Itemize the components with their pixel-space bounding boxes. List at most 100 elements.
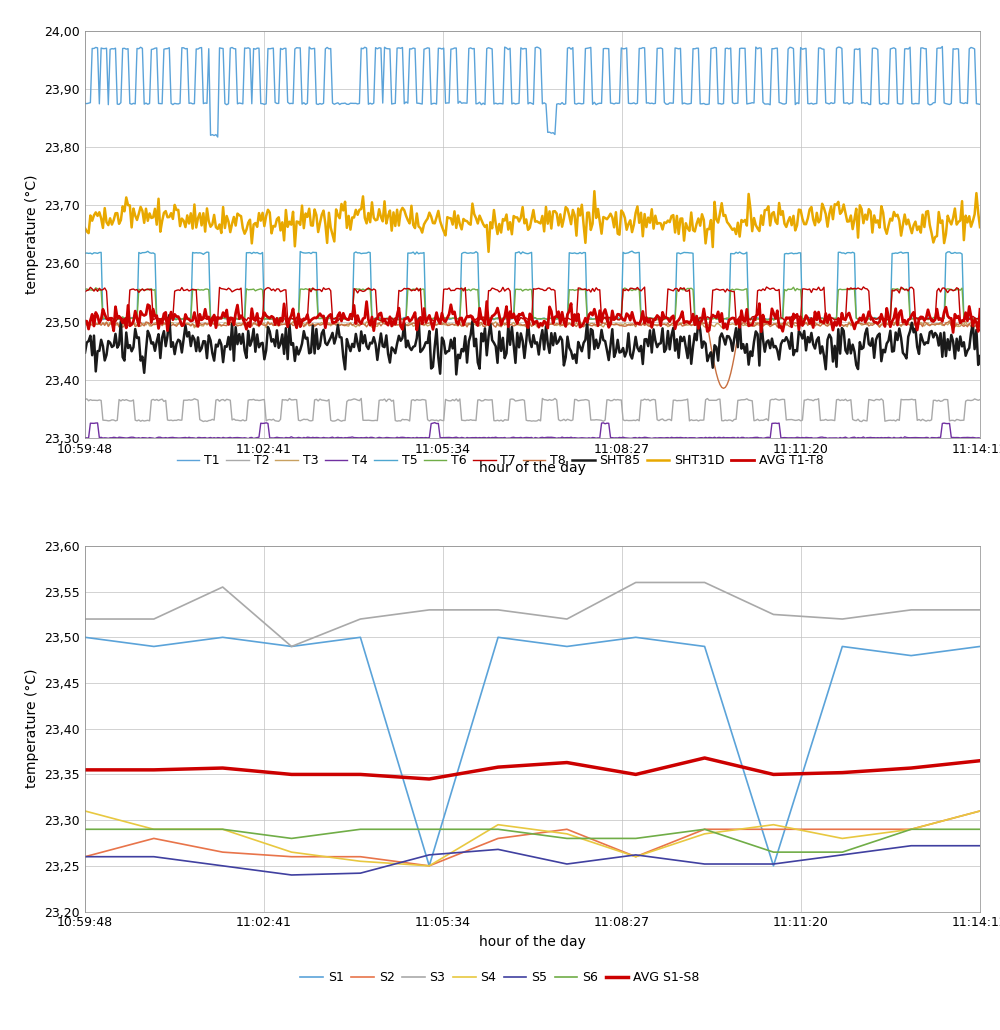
SHT85 <box>567 352 579 365</box>
T3 <box>974 317 986 330</box>
AVG T1-T8 <box>506 311 518 323</box>
S3 <box>767 609 779 621</box>
T3 <box>565 317 577 330</box>
S4 <box>286 846 298 858</box>
S5 <box>699 858 711 870</box>
S4 <box>630 851 642 863</box>
SHT31D <box>588 185 600 198</box>
S6 <box>423 823 435 835</box>
AVG T1-T8 <box>814 315 826 328</box>
AVG S1-S8 <box>630 768 642 781</box>
Line: SHT31D: SHT31D <box>85 192 980 251</box>
S4 <box>492 819 504 831</box>
S5 <box>286 868 298 881</box>
T7 <box>974 313 986 325</box>
T4 <box>511 432 523 444</box>
S3 <box>492 604 504 616</box>
T7 <box>565 313 577 325</box>
T8 <box>956 319 968 332</box>
T8 <box>506 318 518 331</box>
S6 <box>699 823 711 835</box>
SHT31D <box>816 198 828 210</box>
S3 <box>836 613 848 625</box>
S2 <box>492 832 504 845</box>
AVG S1-S8 <box>492 761 504 774</box>
T2 <box>956 414 968 426</box>
T6 <box>787 281 799 294</box>
S3 <box>423 604 435 616</box>
S5 <box>354 867 366 880</box>
T5 <box>506 313 518 325</box>
S4 <box>699 828 711 840</box>
S1 <box>699 641 711 653</box>
S1 <box>148 641 160 653</box>
S2 <box>630 851 642 863</box>
S5 <box>79 851 91 863</box>
T3 <box>511 318 523 331</box>
T2 <box>79 393 91 406</box>
Line: T5: T5 <box>85 251 980 320</box>
T6 <box>563 283 575 296</box>
T8 <box>718 382 730 394</box>
S2 <box>354 851 366 863</box>
AVG S1-S8 <box>561 756 573 768</box>
T4 <box>429 416 441 428</box>
SHT85 <box>956 340 968 352</box>
S2 <box>79 851 91 863</box>
SHT31D <box>974 221 986 234</box>
T4 <box>565 432 577 444</box>
S6 <box>217 823 229 835</box>
S1 <box>423 860 435 872</box>
T8 <box>816 318 828 331</box>
T5 <box>816 311 828 323</box>
T7 <box>814 284 826 297</box>
S6 <box>561 832 573 845</box>
S4 <box>79 804 91 817</box>
SHT31D <box>565 218 577 231</box>
S2 <box>974 804 986 817</box>
SHT31D <box>483 245 495 258</box>
T8 <box>613 319 625 332</box>
Legend: T1, T2, T3, T4, T5, T6, T7, T8, SHT85, SHT31D, AVG T1-T8: T1, T2, T3, T4, T5, T6, T7, T8, SHT85, S… <box>172 449 828 472</box>
Line: T6: T6 <box>85 287 980 320</box>
S5 <box>836 849 848 861</box>
T2 <box>613 393 625 406</box>
T6 <box>974 312 986 324</box>
S4 <box>217 823 229 835</box>
AVG T1-T8 <box>956 314 968 327</box>
S3 <box>974 604 986 616</box>
AVG S1-S8 <box>148 763 160 776</box>
T2 <box>504 393 516 406</box>
AVG S1-S8 <box>79 763 91 776</box>
T3 <box>814 316 826 329</box>
S1 <box>630 631 642 644</box>
SHT31D <box>615 204 627 216</box>
T8 <box>466 314 478 327</box>
S6 <box>492 823 504 835</box>
T1 <box>613 97 625 109</box>
T6 <box>814 313 826 325</box>
AVG S1-S8 <box>423 772 435 785</box>
S4 <box>767 819 779 831</box>
T2 <box>814 414 826 426</box>
S1 <box>974 641 986 653</box>
S1 <box>492 631 504 644</box>
T7 <box>79 285 91 298</box>
AVG T1-T8 <box>481 296 493 308</box>
S1 <box>354 631 366 644</box>
T1 <box>936 40 948 53</box>
Legend: S1, S2, S3, S4, S5, S6, AVG S1-S8: S1, S2, S3, S4, S5, S6, AVG S1-S8 <box>295 966 705 989</box>
T5 <box>511 246 523 259</box>
S6 <box>836 846 848 858</box>
S2 <box>699 823 711 835</box>
S1 <box>217 631 229 644</box>
AVG T1-T8 <box>947 327 959 339</box>
AVG S1-S8 <box>699 752 711 764</box>
AVG T1-T8 <box>79 315 91 328</box>
S2 <box>905 823 917 835</box>
T7 <box>613 314 625 327</box>
SHT31D <box>511 211 523 224</box>
S6 <box>148 823 160 835</box>
T1 <box>974 98 986 110</box>
SHT85 <box>615 346 627 358</box>
